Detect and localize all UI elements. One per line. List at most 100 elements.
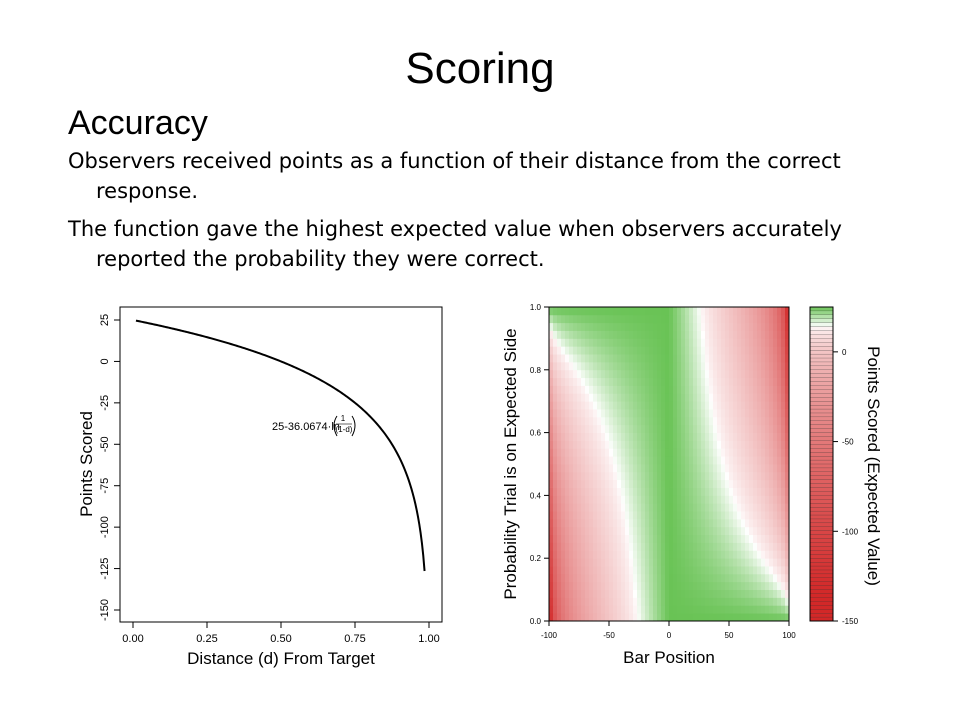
heatmap-cell [765, 424, 770, 433]
heatmap-cell [617, 511, 622, 520]
heatmap-cell [717, 416, 722, 426]
heatmap-cell [737, 440, 742, 449]
heatmap-cell [641, 314, 646, 324]
heatmap-cell [577, 307, 582, 316]
heatmap-cell [757, 471, 762, 481]
heatmap-cell [673, 558, 678, 567]
heatmap-cell [673, 550, 678, 559]
heatmap-cell [705, 432, 710, 441]
heatmap-cell [621, 589, 626, 598]
heatmap-cell [721, 518, 726, 528]
heatmap-cell [605, 440, 610, 449]
heatmap-cell [717, 597, 722, 606]
heatmap-cell [677, 566, 682, 575]
heatmap-cell [773, 597, 778, 606]
heatmap-cell [581, 597, 586, 606]
heatmap-cell [693, 471, 698, 481]
heatmap-cell [657, 589, 662, 598]
heatmap-cell [709, 377, 714, 386]
heatmap-cell [753, 401, 758, 410]
heatmap-cell [617, 550, 622, 559]
heatmap-cell [697, 330, 702, 339]
heatmap-cell [601, 338, 606, 347]
heatmap-cell [713, 354, 718, 363]
heatmap-cell [565, 369, 570, 379]
y-tick-label: 0.0 [530, 617, 542, 626]
heatmap-cell [593, 440, 598, 449]
heatmap-cell [621, 534, 626, 543]
heatmap-cell [645, 550, 650, 559]
heatmap-cell [765, 369, 770, 379]
heatmap-cell [773, 534, 778, 543]
heatmap-cell [581, 566, 586, 575]
heatmap-cell [745, 581, 750, 590]
heatmap-cell [629, 511, 634, 520]
heatmap-cell [617, 448, 622, 457]
heatmap-cell [613, 401, 618, 410]
heatmap-cell [785, 581, 790, 590]
heatmap-cell [637, 495, 642, 504]
heatmap-cell [641, 322, 646, 331]
heatmap-cell [577, 346, 582, 355]
heatmap-cell [785, 495, 790, 504]
heatmap-cell [745, 613, 750, 622]
heatmap-cell [785, 330, 790, 339]
heatmap-cell [553, 330, 558, 339]
heatmap-cell [649, 503, 654, 512]
heatmap-cell [749, 597, 754, 606]
heatmap-cell [729, 354, 734, 363]
heatmap-cell [609, 511, 614, 520]
heatmap-cell [657, 432, 662, 441]
heatmap-cell [641, 456, 646, 465]
heatmap-cell [573, 487, 578, 496]
heatmap-cell [773, 558, 778, 567]
heatmap-cell [637, 518, 642, 528]
heatmap-cell [593, 511, 598, 520]
heatmap-cell [625, 550, 630, 559]
heatmap-cell [637, 401, 642, 410]
heatmap-cell [653, 613, 658, 622]
heatmap-cell [657, 385, 662, 394]
heatmap-cell [785, 393, 790, 402]
colorbar-stripe [809, 609, 834, 614]
heatmap-cell [717, 361, 722, 371]
heatmap-cell [653, 550, 658, 559]
heatmap-cell [581, 487, 586, 496]
heatmap-cell [653, 495, 658, 504]
heatmap-cell [617, 613, 622, 622]
heatmap-cell [665, 346, 670, 355]
x-tick-label: -50 [603, 631, 615, 640]
heatmap-cell [665, 322, 670, 331]
heatmap-cell [553, 613, 558, 622]
heatmap-cell [549, 511, 554, 520]
heatmap-cell [625, 518, 630, 528]
heatmap-cell [685, 605, 690, 614]
heatmap-cell [597, 416, 602, 426]
heatmap-cell [621, 597, 626, 606]
heatmap-cell [689, 605, 694, 614]
heatmap-cell [785, 487, 790, 496]
heatmap-cell [705, 346, 710, 355]
heatmap-cell [637, 416, 642, 426]
heatmap-cell [657, 550, 662, 559]
heatmap-cell [717, 566, 722, 575]
heatmap-cell [753, 322, 758, 331]
heatmap-cell [725, 526, 730, 536]
heatmap-cell [769, 573, 774, 583]
heatmap-cell [637, 479, 642, 488]
heatmap-cell [761, 393, 766, 402]
heatmap-cell [689, 613, 694, 622]
colorbar-stripe [809, 448, 834, 453]
heatmap-cell [613, 409, 618, 418]
heatmap-cell [589, 581, 594, 590]
heatmap-cell [617, 432, 622, 441]
heatmap-cell [597, 558, 602, 567]
heatmap-cell [573, 432, 578, 441]
heatmap-cell [717, 613, 722, 622]
heatmap-cell [681, 518, 686, 528]
heatmap-cell [561, 495, 566, 504]
heatmap-cell [773, 589, 778, 598]
heatmap-cell [689, 361, 694, 371]
heatmap-cell [697, 393, 702, 402]
heatmap-cell [693, 597, 698, 606]
